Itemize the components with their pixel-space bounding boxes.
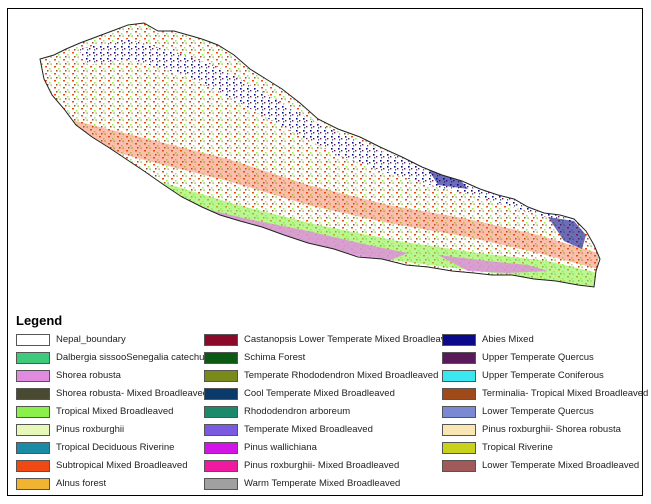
legend-swatch: [16, 334, 50, 346]
legend-label: Pinus roxburghii- Mixed Broadleaved: [244, 460, 400, 471]
legend-swatch: [442, 370, 476, 382]
legend-swatch: [204, 424, 238, 436]
legend-label: Upper Temperate Quercus: [482, 352, 594, 363]
legend-swatch: [442, 424, 476, 436]
legend-swatch: [442, 442, 476, 454]
legend-swatch: [204, 478, 238, 490]
legend-label: Shorea robusta: [56, 370, 121, 381]
legend-swatch: [16, 406, 50, 418]
legend-swatch: [204, 388, 238, 400]
legend-swatch: [16, 478, 50, 490]
legend-swatch: [442, 334, 476, 346]
legend-swatch: [204, 370, 238, 382]
legend-label: Schima Forest: [244, 352, 306, 363]
legend-swatch: [16, 442, 50, 454]
legend-label: Rhododendron arboreum: [244, 406, 351, 417]
legend-label: Abies Mixed: [482, 334, 534, 345]
legend-label: Subtropical Mixed Broadleaved: [56, 460, 188, 471]
legend-swatch: [204, 460, 238, 472]
legend-swatch: [204, 334, 238, 346]
legend-swatch: [16, 352, 50, 364]
legend-label: Upper Temperate Coniferous: [482, 370, 604, 381]
legend-label: Terminalia- Tropical Mixed Broadleaved: [482, 388, 649, 399]
legend-swatch: [16, 460, 50, 472]
map-canvas: [39, 22, 601, 288]
legend: Nepal_boundary Dalbergia sissooSenegalia…: [16, 333, 648, 493]
legend-swatch: [16, 370, 50, 382]
legend-swatch: [16, 424, 50, 436]
legend-swatch: [204, 352, 238, 364]
legend-swatch: [204, 406, 238, 418]
legend-label: Pinus roxburghii- Shorea robusta: [482, 424, 621, 435]
legend-label: Tropical Mixed Broadleaved: [56, 406, 174, 417]
legend-label: Castanopsis Lower Temperate Mixed Broadl…: [244, 334, 457, 345]
legend-label: Alnus forest: [56, 478, 107, 489]
legend-label: Tropical Riverine: [482, 442, 553, 453]
legend-label: Temperate Rhododendron Mixed Broadleaved: [244, 370, 439, 381]
legend-label: Pinus wallichiana: [244, 442, 317, 453]
nepal-forest-map: [8, 9, 642, 309]
legend-label: Pinus roxburghii: [56, 424, 125, 435]
legend-swatch: [204, 442, 238, 454]
legend-label: Nepal_boundary: [56, 334, 126, 345]
legend-label: Tropical Deciduous Riverine: [56, 442, 175, 453]
legend-label: Warm Temperate Mixed Broadleaved: [244, 478, 401, 489]
legend-label: Shorea robusta- Mixed Broadleaved: [56, 388, 209, 399]
legend-label: Cool Temperate Mixed Broadleaved: [244, 388, 395, 399]
legend-swatch: [442, 352, 476, 364]
legend-swatch: [442, 388, 476, 400]
forest-cover: [40, 23, 600, 287]
legend-label: Dalbergia sissooSenegalia catechu: [56, 352, 205, 363]
legend-swatch: [442, 406, 476, 418]
legend-swatch: [442, 460, 476, 472]
legend-label: Lower Temperate Mixed Broadleaved: [482, 460, 640, 471]
legend-label: Lower Temperate Quercus: [482, 406, 594, 417]
legend-swatch: [16, 388, 50, 400]
map-frame: Legend Nepal_boundary Dalbergia sissooSe…: [7, 8, 648, 496]
legend-title: Legend: [16, 313, 63, 328]
legend-label: Temperate Mixed Broadleaved: [244, 424, 373, 435]
